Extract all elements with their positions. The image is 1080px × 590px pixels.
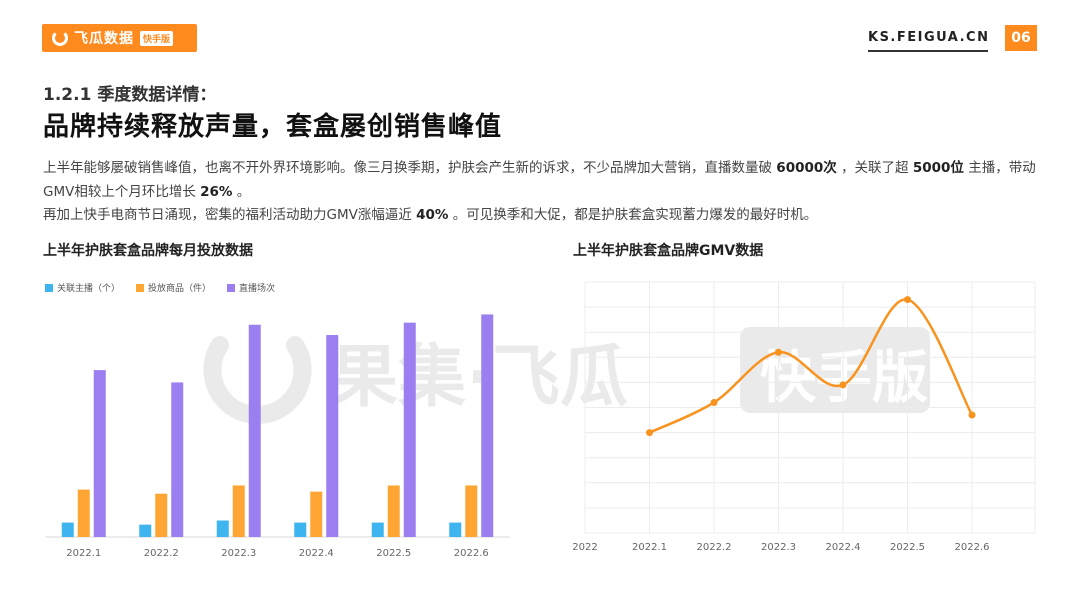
x-tick-label: 2022.3 bbox=[761, 542, 796, 553]
p2-text-c: 。可见换季和大促，都是护肤套盒实现蓄力爆发的最好时机。 bbox=[448, 207, 818, 223]
gmv-point bbox=[904, 296, 911, 304]
p1-text-e: 主播，带动GMV相较上个月环比增长 bbox=[43, 160, 1036, 200]
x-tick-label: 2022.4 bbox=[299, 548, 334, 559]
headline: 品牌持续释放声量，套盒屡创销售峰值 bbox=[43, 112, 503, 142]
x-tick-label: 2022.3 bbox=[221, 548, 256, 559]
bar-live-2022.2 bbox=[171, 382, 184, 537]
p1-text-a: 上半年能够屡破销售峰值，也离不开外界环境影响。像三月换季期，护肤会产生新的诉求，… bbox=[43, 160, 777, 176]
bar-anchors-2022.2 bbox=[139, 524, 152, 537]
gmv-point bbox=[968, 411, 976, 419]
bar-goods-2022.4 bbox=[310, 491, 323, 537]
x-tick-label: 2022.5 bbox=[376, 548, 411, 559]
bar-anchors-2022.5 bbox=[371, 522, 384, 537]
logo-icon bbox=[52, 30, 68, 46]
gmv-line bbox=[648, 298, 974, 434]
x-tick-label: 2022 bbox=[572, 542, 597, 553]
p1-highlight-anchors: 5000位 bbox=[912, 160, 964, 176]
bar-goods-2022.3 bbox=[232, 485, 245, 537]
legend-swatch-goods bbox=[136, 283, 145, 292]
bar-live-2022.5 bbox=[403, 322, 416, 537]
bar-anchors-2022.3 bbox=[216, 520, 229, 537]
legend-item-goods: 投放商品（件） bbox=[136, 281, 211, 294]
page-number: 06 bbox=[1005, 25, 1037, 51]
legend-label-live: 直播场次 bbox=[239, 284, 276, 294]
bar-chart-title: 上半年护肤套盒品牌每月投放数据 bbox=[43, 243, 253, 259]
logo-name: 飞瓜数据 bbox=[74, 31, 134, 47]
x-tick-label: 2022.2 bbox=[144, 548, 179, 559]
bar-goods-2022.2 bbox=[155, 493, 168, 537]
p1-highlight-live: 60000次 bbox=[776, 160, 837, 176]
gmv-point bbox=[710, 398, 718, 406]
bar-live-2022.6 bbox=[481, 314, 494, 537]
p1-highlight-growth: 26% bbox=[200, 184, 233, 200]
x-tick-label: 2022.6 bbox=[955, 542, 990, 553]
bar-goods-2022.5 bbox=[387, 485, 400, 537]
x-tick-label: 2022.5 bbox=[890, 542, 925, 553]
x-tick-label: 2022.2 bbox=[697, 542, 732, 553]
legend-item-live: 直播场次 bbox=[227, 281, 275, 294]
bar-goods-2022.1 bbox=[77, 489, 90, 537]
bar-anchors-2022.6 bbox=[449, 522, 462, 537]
bar-anchors-2022.4 bbox=[294, 522, 307, 537]
legend-item-anchors: 关联主播（个） bbox=[45, 281, 120, 294]
bar-anchors-2022.1 bbox=[61, 522, 74, 537]
logo-tag: 快手版 bbox=[140, 30, 174, 46]
gmv-point bbox=[775, 348, 782, 356]
paragraph-1: 上半年能够屡破销售峰值，也离不开外界环境影响。像三月换季期，护肤会产生新的诉求，… bbox=[43, 156, 1043, 204]
x-tick-label: 2022.6 bbox=[454, 548, 489, 559]
x-tick-label: 2022.4 bbox=[826, 542, 861, 553]
legend-label-anchors: 关联主播（个） bbox=[57, 284, 121, 294]
legend-swatch-live bbox=[227, 283, 236, 292]
section-title: 1.2.1 季度数据详情： bbox=[43, 85, 217, 105]
p1-text-c: ，关联了超 bbox=[836, 160, 913, 176]
bar-live-2022.3 bbox=[248, 324, 261, 537]
brand-logo: 飞瓜数据 快手版 bbox=[42, 24, 197, 52]
x-tick-label: 2022.1 bbox=[632, 542, 667, 553]
p1-text-g: 。 bbox=[232, 184, 251, 200]
legend-label-goods: 投放商品（件） bbox=[148, 284, 212, 294]
paragraph-2: 再加上快手电商节日涌现，密集的福利活动助力GMV涨幅逼近 40% 。可见换季和大… bbox=[43, 203, 1043, 227]
site-url: KS.FEIGUA.CN bbox=[868, 30, 990, 45]
x-tick-label: 2022.1 bbox=[66, 548, 101, 559]
legend-swatch-anchors bbox=[45, 283, 53, 292]
bar-goods-2022.6 bbox=[465, 485, 478, 537]
bar-live-2022.1 bbox=[93, 370, 106, 537]
line-chart-title: 上半年护肤套盒品牌GMV数据 bbox=[573, 243, 764, 259]
p2-text-a: 再加上快手电商节日涌现，密集的福利活动助力GMV涨幅逼近 bbox=[43, 207, 417, 223]
bar-chart-legend: 关联主播（个） 投放商品（件） 直播场次 bbox=[45, 281, 275, 294]
site-underline bbox=[868, 50, 988, 52]
gmv-point bbox=[646, 429, 653, 437]
p2-highlight-gmv: 40% bbox=[416, 207, 449, 223]
bar-live-2022.4 bbox=[326, 335, 339, 537]
gmv-point bbox=[839, 381, 847, 389]
